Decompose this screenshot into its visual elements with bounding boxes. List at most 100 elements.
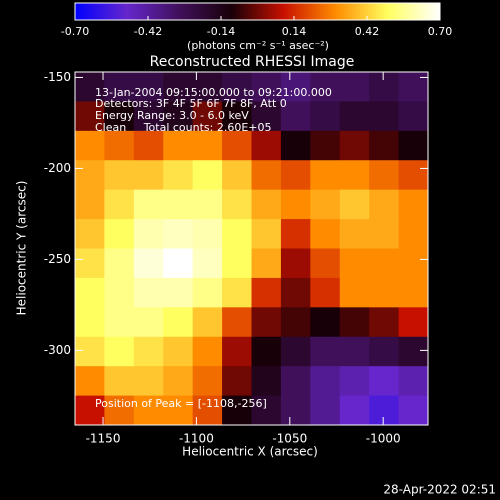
colorbar-tick-label: -0.70 bbox=[61, 25, 89, 38]
heatmap-cell bbox=[104, 101, 135, 132]
chart-title: Reconstructed RHESSI Image bbox=[150, 54, 355, 70]
heatmap-cell bbox=[104, 72, 135, 102]
y-tick-label: -250 bbox=[44, 252, 71, 266]
y-tick-label: -150 bbox=[44, 70, 71, 84]
heatmap-cell bbox=[75, 219, 105, 249]
heatmap-cell bbox=[310, 307, 341, 338]
colorbar-tick-label: 0.70 bbox=[428, 25, 453, 38]
heatmap-cell bbox=[222, 160, 252, 191]
x-tick-label: -1150 bbox=[86, 432, 121, 446]
heatmap-cell bbox=[310, 72, 341, 102]
heatmap-cell bbox=[280, 219, 311, 249]
heatmap-cell bbox=[133, 130, 164, 161]
heatmap-cell bbox=[280, 277, 311, 308]
heatmap-cell bbox=[75, 160, 105, 191]
heatmap-cell bbox=[222, 307, 252, 338]
annotation: Energy Range: 3.0 - 6.0 keV bbox=[95, 109, 249, 122]
heatmap-cell bbox=[163, 219, 194, 249]
heatmap-cell bbox=[104, 307, 135, 338]
heatmap-cell bbox=[222, 336, 252, 367]
heatmap-cell bbox=[133, 277, 164, 308]
heatmap-cell bbox=[280, 160, 311, 191]
heatmap-cell bbox=[222, 101, 252, 132]
heatmap-cell bbox=[310, 336, 341, 367]
heatmap-cell bbox=[222, 277, 252, 308]
heatmap-cell bbox=[222, 366, 252, 397]
annotation: Clean Total counts: 2.60E+05 bbox=[95, 121, 272, 134]
colorbar-label: (photons cm⁻² s⁻¹ asec⁻²) bbox=[187, 39, 329, 52]
heatmap-cell bbox=[75, 366, 105, 397]
heatmap-cell bbox=[339, 72, 370, 102]
heatmap-cell bbox=[369, 219, 400, 249]
colorbar-tick-label: -0.42 bbox=[134, 25, 162, 38]
heatmap-cell bbox=[369, 366, 400, 397]
heatmap-cell bbox=[310, 219, 341, 249]
heatmap-cell bbox=[251, 101, 282, 132]
heatmap-cell bbox=[75, 277, 105, 308]
colorbar-tick-label: 0.14 bbox=[282, 25, 307, 38]
heatmap-cell bbox=[133, 160, 164, 191]
heatmap-cell bbox=[369, 72, 400, 102]
heatmap-cell bbox=[398, 189, 429, 220]
heatmap-cell bbox=[398, 277, 429, 308]
heatmap-cell bbox=[280, 307, 311, 338]
heatmap-cell bbox=[163, 189, 194, 220]
heatmap-cell bbox=[163, 248, 194, 279]
annotation: Detectors: 3F 4F 5F 6F 7F 8F, Att 0 bbox=[95, 97, 287, 110]
heatmap-cell bbox=[369, 336, 400, 367]
heatmap-cell bbox=[251, 395, 282, 426]
heatmap-cell bbox=[398, 219, 429, 249]
heatmap-cell bbox=[339, 336, 370, 367]
heatmap-cell bbox=[398, 101, 429, 132]
x-tick-label: -1000 bbox=[366, 432, 401, 446]
heatmap-cell bbox=[192, 189, 223, 220]
heatmap-cell bbox=[369, 307, 400, 338]
heatmap-cell bbox=[192, 219, 223, 249]
heatmap-cell bbox=[280, 395, 311, 426]
heatmap-cell bbox=[133, 219, 164, 249]
heatmap-cell bbox=[251, 219, 282, 249]
heatmap-cell bbox=[104, 248, 135, 279]
heatmap-cell bbox=[104, 219, 135, 249]
heatmap-cell bbox=[280, 130, 311, 161]
heatmap-cell bbox=[310, 160, 341, 191]
heatmap-cell bbox=[163, 307, 194, 338]
heatmap-cell bbox=[133, 366, 164, 397]
heatmap-cell bbox=[75, 307, 105, 338]
heatmap-cell bbox=[398, 366, 429, 397]
heatmap-cell bbox=[339, 277, 370, 308]
heatmap-cell bbox=[251, 277, 282, 308]
heatmap-cell bbox=[192, 130, 223, 161]
heatmap-cell bbox=[369, 277, 400, 308]
y-axis-label: Heliocentric Y (arcsec) bbox=[15, 181, 29, 316]
heatmap-cell bbox=[280, 101, 311, 132]
heatmap-cell bbox=[133, 101, 164, 132]
heatmap-cell bbox=[398, 307, 429, 338]
heatmap-cell bbox=[398, 72, 429, 102]
heatmap-cell bbox=[251, 366, 282, 397]
heatmap-cell bbox=[133, 72, 164, 102]
heatmap-cell bbox=[339, 160, 370, 191]
colorbar-tick-label: -0.14 bbox=[207, 25, 235, 38]
heatmap-cell bbox=[310, 248, 341, 279]
heatmap-cell bbox=[104, 336, 135, 367]
heatmap-cell bbox=[75, 101, 105, 132]
heatmap-cell bbox=[133, 336, 164, 367]
heatmap-cell bbox=[280, 72, 311, 102]
heatmap-cell bbox=[192, 366, 223, 397]
heatmap-cell bbox=[222, 130, 252, 161]
heatmap-cell bbox=[398, 336, 429, 367]
heatmap-cell bbox=[310, 101, 341, 132]
heatmap-cell bbox=[339, 248, 370, 279]
heatmap-cell bbox=[104, 160, 135, 191]
heatmap-cell bbox=[192, 307, 223, 338]
heatmap-cell bbox=[251, 248, 282, 279]
heatmap-cell bbox=[133, 395, 164, 426]
heatmap-cell bbox=[163, 395, 194, 426]
heatmap-cell bbox=[339, 130, 370, 161]
heatmap-cell bbox=[163, 130, 194, 161]
y-tick-label: -300 bbox=[44, 343, 71, 357]
heatmap-cell bbox=[163, 366, 194, 397]
heatmap-cell bbox=[310, 395, 341, 426]
heatmap-cell bbox=[192, 248, 223, 279]
